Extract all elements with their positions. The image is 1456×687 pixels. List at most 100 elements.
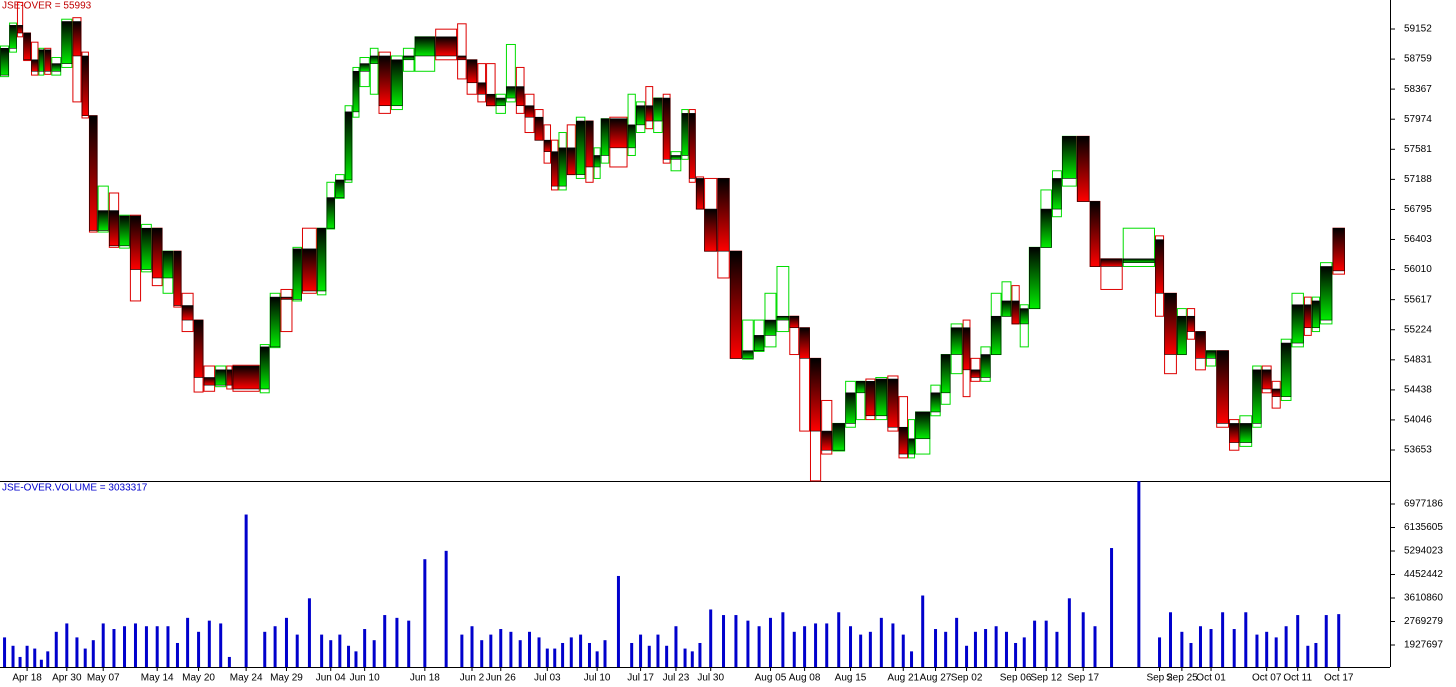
candle-body <box>845 392 856 424</box>
candle-body <box>887 378 899 428</box>
x-tick-label: Jul 17 <box>627 673 654 684</box>
x-tick-label: May 07 <box>87 673 120 684</box>
volume-bar <box>656 634 660 667</box>
x-tick-label: Aug 27 <box>920 673 952 684</box>
volume-bar <box>674 626 678 667</box>
volume-bar <box>1209 629 1213 667</box>
x-tick-label: May 14 <box>141 673 174 684</box>
volume-bar <box>39 659 43 667</box>
volume-bar <box>18 656 22 667</box>
volume-bar <box>197 631 201 667</box>
y-tick-label: 59152 <box>1404 24 1432 35</box>
volume-bar <box>757 626 761 667</box>
y-tick-label: 57188 <box>1404 174 1432 185</box>
volume-bar <box>3 637 7 667</box>
candle-body <box>875 378 888 417</box>
candle-body <box>950 327 963 355</box>
volume-bar <box>616 575 620 667</box>
volume-bar <box>579 634 583 667</box>
volume-bar <box>395 617 399 667</box>
volume-bar <box>112 629 116 667</box>
candle-body <box>1239 423 1252 443</box>
volume-bar <box>768 617 772 667</box>
candle-body <box>1100 258 1123 267</box>
candle-body <box>108 210 119 247</box>
volume-bar <box>166 626 170 667</box>
x-tick-label: Jun 18 <box>410 673 440 684</box>
volume-bar <box>219 623 223 667</box>
x-tick-label: Sep 17 <box>1067 673 1099 684</box>
y-tick-label: 54046 <box>1404 415 1432 426</box>
candle-body <box>1320 266 1333 321</box>
volume-bar <box>553 648 557 667</box>
candle-body <box>44 49 52 72</box>
x-tick-label: Aug 21 <box>887 673 919 684</box>
candle-body <box>477 82 486 95</box>
candle-body <box>141 227 152 270</box>
range-box <box>821 399 833 455</box>
volume-bar <box>814 623 818 667</box>
x-tick-label: Jul 03 <box>534 673 561 684</box>
volume-bar <box>1244 612 1248 667</box>
volume-bar <box>891 623 895 667</box>
candle-body <box>232 365 260 390</box>
range-box <box>1122 227 1155 267</box>
volume-bar <box>1306 645 1310 667</box>
candle-body <box>1311 300 1320 329</box>
volume-bar <box>859 634 863 667</box>
chart-title: JSE-OVER = 55993 <box>2 1 92 12</box>
volume-bar <box>207 620 211 667</box>
volume-bar <box>690 651 694 667</box>
volume-bar <box>647 645 651 667</box>
volume-bar <box>1324 615 1328 667</box>
volume-bar <box>1067 598 1071 667</box>
volume-bar <box>1044 620 1048 667</box>
candle-body <box>865 381 876 417</box>
x-tick-label: Jul 23 <box>663 673 690 684</box>
volume-bar <box>75 637 79 667</box>
candle-body <box>1122 258 1155 263</box>
volume-bar <box>973 631 977 667</box>
volume-bar <box>722 615 726 667</box>
candle-body <box>1332 227 1345 272</box>
candle-body <box>457 55 467 61</box>
volume-bar <box>561 642 565 667</box>
candle-body <box>1271 388 1281 397</box>
candle-body <box>51 63 62 72</box>
volume-bar <box>1198 626 1202 667</box>
volume-bar <box>186 617 190 667</box>
volume-bar <box>1081 612 1085 667</box>
candle-body <box>302 248 317 292</box>
volume-bar <box>792 631 796 667</box>
candle-body <box>1195 331 1206 359</box>
x-tick-label: May 29 <box>270 673 303 684</box>
y-tick-label: 53653 <box>1404 445 1432 456</box>
x-tick-label: May 20 <box>182 673 215 684</box>
candle-body <box>1001 300 1012 317</box>
x-tick-label: Jul 30 <box>697 673 724 684</box>
candle-body <box>435 36 457 57</box>
candle-body <box>23 32 31 61</box>
candle-body <box>193 319 204 378</box>
volume-bar <box>91 640 95 667</box>
volume-bar <box>480 640 484 667</box>
volume-bar <box>734 615 738 667</box>
candle-body <box>130 215 141 270</box>
x-tick-label: May 24 <box>230 673 263 684</box>
x-tick-label: Jun 10 <box>350 673 380 684</box>
volume-bar <box>781 612 785 667</box>
volume-bar <box>347 645 351 667</box>
volume-bar <box>595 651 599 667</box>
volume-bar <box>825 623 829 667</box>
volume-bar <box>1180 631 1184 667</box>
candle-body <box>89 115 98 231</box>
candle-body <box>1261 369 1272 390</box>
volume-bar <box>984 629 988 667</box>
volume-bar <box>227 656 231 667</box>
volume-bar <box>423 559 427 667</box>
x-tick-label: Sep 02 <box>951 673 983 684</box>
candle-body <box>72 21 82 57</box>
x-tick-label: Oct 17 <box>1324 673 1354 684</box>
volume-bar <box>1221 612 1225 667</box>
candle-body <box>789 315 800 329</box>
